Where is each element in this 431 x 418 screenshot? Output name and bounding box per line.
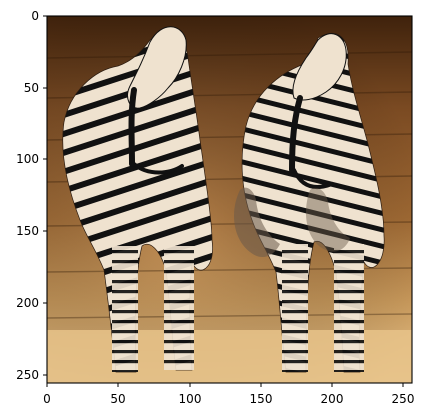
x-tick-label: 50 <box>110 392 125 406</box>
y-tick-label: 250 <box>16 368 39 382</box>
x-axis-ticks <box>46 383 404 387</box>
tail-blur-right <box>306 187 350 252</box>
tail-blur-left <box>234 187 280 258</box>
y-tick-label: 200 <box>16 296 39 310</box>
x-tick-label: 200 <box>321 392 344 406</box>
zebra-right <box>241 33 385 373</box>
y-tick-label: 0 <box>31 9 39 23</box>
y-axis-labels: 0 50 100 150 200 250 <box>16 9 39 382</box>
x-tick-label: 150 <box>250 392 273 406</box>
y-tick-label: 50 <box>24 81 39 95</box>
x-tick-label: 250 <box>392 392 415 406</box>
x-tick-label: 0 <box>43 392 51 406</box>
y-tick-label: 150 <box>16 224 39 238</box>
y-axis-ticks <box>43 15 47 376</box>
zebra-left <box>62 26 213 373</box>
y-tick-label: 100 <box>16 152 39 166</box>
photo <box>47 16 412 383</box>
x-tick-label: 100 <box>179 392 202 406</box>
x-axis-labels: 0 50 100 150 200 250 <box>43 392 414 406</box>
plot-frame <box>46 15 413 384</box>
